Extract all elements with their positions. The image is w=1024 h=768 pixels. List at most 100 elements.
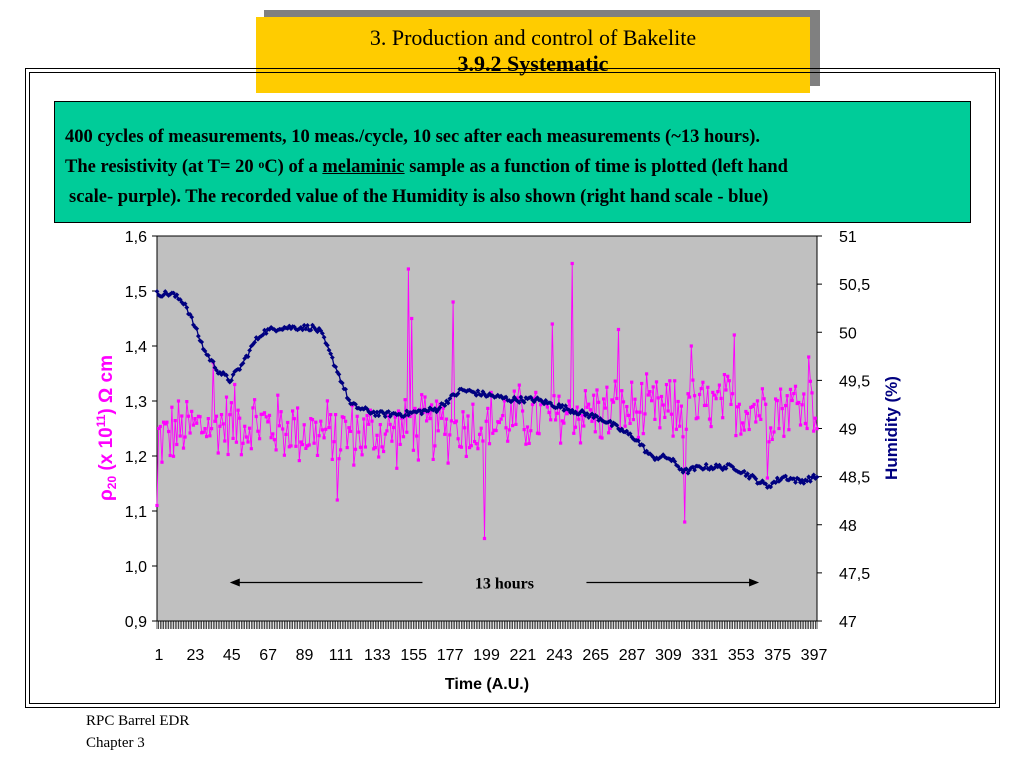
data-point-resistivity (702, 403, 707, 408)
data-point-resistivity (757, 414, 761, 418)
data-point-resistivity (583, 389, 587, 393)
data-point-resistivity (727, 379, 731, 383)
data-point-resistivity (315, 453, 320, 457)
data-point-resistivity (244, 435, 248, 439)
data-point-humidity (214, 367, 219, 373)
data-point-resistivity (812, 429, 816, 433)
data-point-resistivity (224, 395, 229, 399)
data-point-resistivity (699, 387, 703, 391)
data-point-resistivity (635, 410, 639, 414)
x-tick-label: 397 (801, 647, 828, 664)
desc-2-underlined: melaminic (322, 157, 405, 177)
data-point-resistivity (342, 415, 346, 420)
data-point-resistivity (580, 414, 584, 418)
data-point-resistivity (178, 434, 182, 438)
data-point-humidity (571, 410, 577, 416)
data-point-resistivity (436, 429, 440, 433)
data-point-humidity (811, 472, 817, 478)
data-point-resistivity (671, 434, 675, 438)
data-point-resistivity (516, 396, 520, 400)
data-point-humidity (199, 339, 205, 345)
data-point-humidity (326, 347, 332, 353)
footer-line-1: RPC Barrel EDR (86, 713, 190, 729)
data-point-resistivity (176, 399, 181, 403)
data-point-resistivity (373, 446, 377, 450)
data-point-resistivity (742, 428, 746, 432)
data-point-resistivity (620, 389, 624, 393)
data-point-resistivity (537, 432, 541, 436)
data-point-resistivity (681, 435, 685, 439)
data-point-resistivity (186, 414, 190, 418)
data-point-resistivity (203, 427, 207, 431)
data-point-resistivity (405, 430, 409, 434)
data-point-resistivity (646, 393, 650, 397)
data-point-resistivity (396, 409, 401, 413)
data-point-resistivity (602, 397, 606, 401)
data-point-humidity (324, 342, 330, 348)
data-point-humidity (796, 476, 802, 482)
data-point-humidity (538, 397, 544, 403)
data-point-resistivity (577, 417, 581, 421)
data-point-resistivity (813, 416, 817, 420)
data-point-resistivity (615, 396, 619, 401)
data-point-humidity (453, 392, 459, 398)
data-point-resistivity (411, 448, 415, 452)
data-point-resistivity (739, 432, 743, 436)
data-point-humidity (680, 469, 686, 475)
data-point-humidity (174, 292, 180, 298)
y-right-tick-label: 50 (839, 325, 857, 342)
data-point-resistivity (413, 406, 417, 410)
data-point-resistivity (471, 402, 475, 406)
data-point-humidity (635, 438, 641, 444)
desc-2-pre: The resistivity (at T= 20 (65, 157, 259, 177)
data-point-humidity (212, 365, 218, 371)
data-point-resistivity (573, 425, 578, 429)
data-point-humidity (783, 473, 788, 479)
data-point-resistivity (795, 401, 799, 406)
x-tick-label: 45 (223, 647, 241, 664)
data-point-resistivity (195, 421, 199, 425)
data-point-resistivity (565, 412, 569, 416)
data-point-resistivity (721, 416, 725, 420)
data-point-resistivity (329, 413, 333, 417)
data-point-humidity (763, 481, 769, 487)
data-point-resistivity (750, 404, 755, 409)
data-point-resistivity (486, 406, 490, 410)
data-point-humidity (417, 408, 423, 414)
data-point-humidity (328, 351, 334, 357)
data-point-humidity (594, 413, 600, 419)
desc-2-mid: C) of a (264, 157, 323, 177)
data-point-humidity (774, 475, 780, 481)
data-point-resistivity (408, 414, 412, 419)
data-point-resistivity (532, 396, 536, 400)
data-point-humidity (263, 331, 269, 336)
data-point-humidity (167, 291, 173, 297)
data-point-resistivity (239, 453, 243, 457)
data-point-resistivity (631, 418, 635, 422)
data-point-resistivity (777, 426, 781, 431)
data-point-resistivity (772, 430, 776, 434)
x-tick-label: 177 (437, 647, 464, 664)
data-point-humidity (247, 347, 253, 353)
y-right-tick-label: 49 (839, 422, 857, 439)
data-point-resistivity (382, 449, 386, 454)
data-point-humidity (640, 443, 646, 448)
data-point-resistivity (201, 430, 205, 434)
data-point-humidity (437, 405, 443, 410)
data-point-resistivity (365, 413, 369, 418)
data-point-humidity (238, 362, 244, 368)
data-point-resistivity (628, 421, 632, 425)
data-point-resistivity (444, 417, 449, 421)
data-point-humidity (371, 409, 377, 415)
data-point-humidity (730, 464, 736, 470)
data-point-humidity (753, 476, 759, 482)
data-point-resistivity (190, 409, 194, 413)
data-point-resistivity (562, 421, 566, 425)
data-point-humidity (184, 305, 190, 310)
data-point-resistivity (431, 457, 435, 461)
annotation-label: 13 hours (475, 576, 534, 593)
data-point-resistivity (567, 399, 571, 403)
data-point-resistivity (416, 458, 420, 462)
data-point-humidity (563, 403, 568, 409)
data-point-humidity (298, 324, 304, 330)
